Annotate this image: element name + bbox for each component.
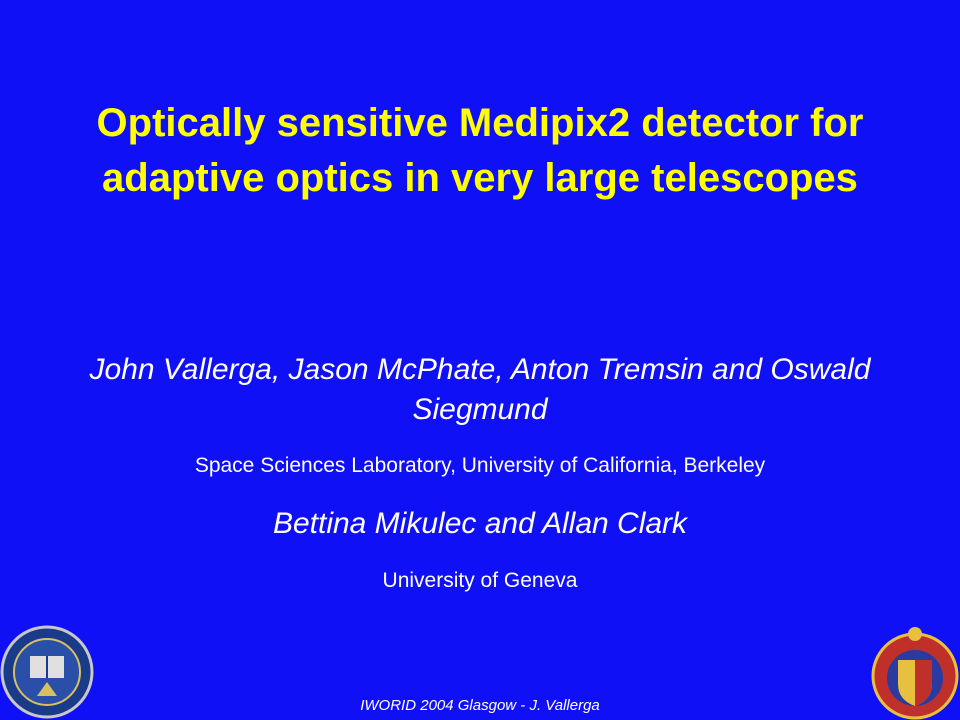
slide-title: Optically sensitive Medipix2 detector fo… [96,101,864,200]
authors: John Vallerga, Jason McPhate, Anton Trem… [89,353,871,426]
authors: Bettina Mikulec and Allan Clark [272,507,688,540]
footer: IWORID 2004 Glasgow - J. Vallerga [360,697,600,714]
uc-seal [0,625,94,719]
affiliation: Space Sciences Laboratory, University of… [194,454,766,477]
affiliation: University of Geneva [382,569,578,592]
geneva-seal [871,627,959,720]
